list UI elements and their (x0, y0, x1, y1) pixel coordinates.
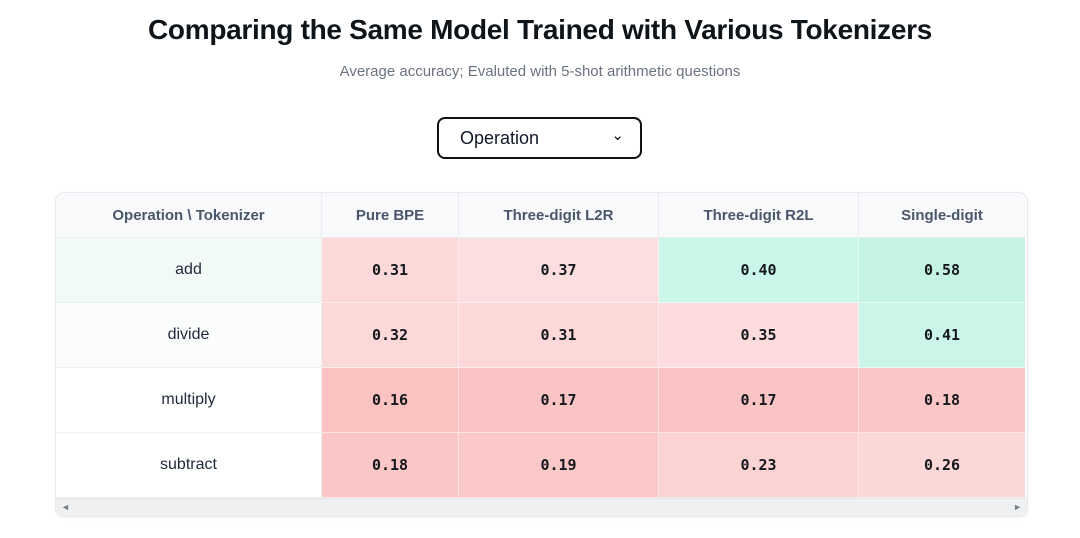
row-label: add (56, 238, 322, 303)
column-header: Three-digit L2R (459, 193, 659, 238)
value-cell: 0.41 (859, 303, 1025, 368)
value-cell: 0.17 (459, 368, 659, 433)
results-table[interactable]: Operation \ Tokenizer Pure BPE Three-digit… (55, 192, 1028, 517)
column-header: Three-digit R2L (659, 193, 859, 238)
page-title: Comparing the Same Model Trained with Va… (148, 14, 932, 45)
value-cell: 0.31 (322, 238, 459, 303)
value-cell: 0.18 (322, 433, 459, 498)
value-cell: 0.18 (859, 368, 1025, 433)
value-cell: 0.16 (322, 368, 459, 433)
row-label: multiply (56, 368, 322, 433)
row-label: divide (56, 303, 322, 368)
page-subtitle: Average accuracy; Evaluted with 5-shot a… (339, 63, 741, 80)
value-cell: 0.23 (659, 433, 859, 498)
value-cell: 0.17 (659, 368, 859, 433)
value-cell: 0.32 (322, 303, 459, 368)
value-cell: 0.26 (859, 433, 1025, 498)
operation-dropdown[interactable]: Operation ⌄ (437, 117, 642, 159)
value-cell: 0.31 (459, 303, 659, 368)
scroll-right-arrow-icon[interactable]: ► (1013, 502, 1022, 512)
value-cell: 0.58 (859, 238, 1025, 303)
value-cell: 0.19 (459, 433, 659, 498)
column-header: Operation \ Tokenizer (56, 193, 322, 238)
chevron-down-icon: ⌄ (611, 126, 624, 144)
scroll-left-arrow-icon[interactable]: ◄ (61, 502, 70, 512)
row-label: subtract (56, 433, 322, 498)
dropdown-selected-value: Operation (460, 127, 540, 148)
value-cell: 0.37 (459, 238, 659, 303)
column-header: Single-digit (859, 193, 1025, 238)
horizontal-scrollbar[interactable]: ◄ ► (56, 498, 1027, 516)
column-header: Pure BPE (322, 193, 459, 238)
value-cell: 0.40 (659, 238, 859, 303)
value-cell: 0.35 (659, 303, 859, 368)
table-grid: Operation \ Tokenizer Pure BPE Three-digit… (56, 193, 1027, 498)
